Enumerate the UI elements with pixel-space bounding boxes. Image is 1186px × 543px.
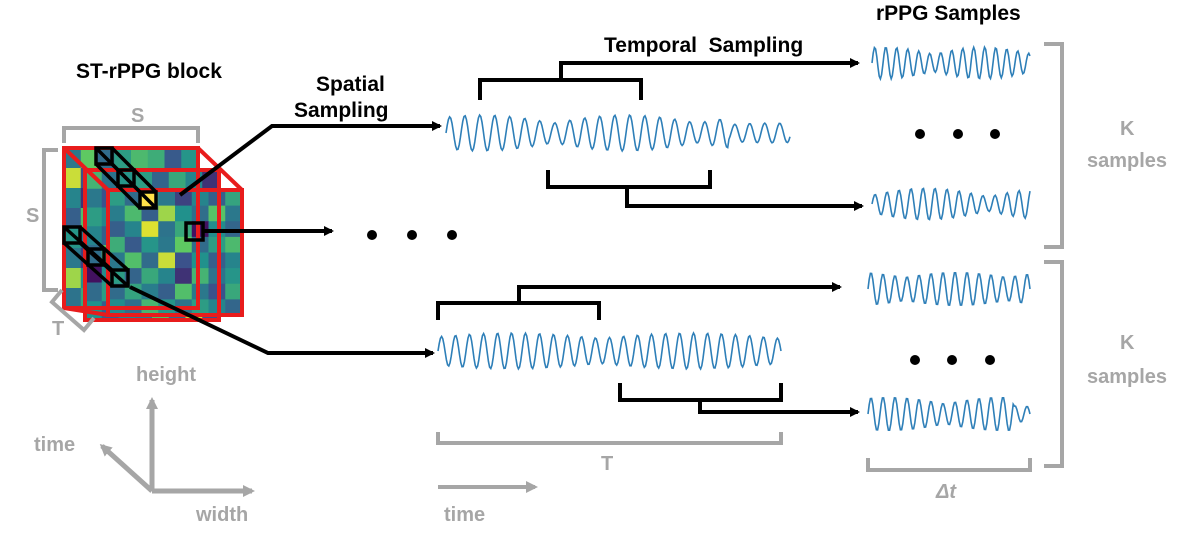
delta-t-bracket (866, 458, 1032, 472)
cube-cell (64, 268, 82, 289)
ellipsis-dots-middle (367, 230, 457, 240)
signal-length-label: T (601, 453, 613, 475)
cube-cell (191, 268, 209, 285)
cube-cell (175, 252, 193, 269)
cube-cell (108, 221, 126, 238)
cube-cell (64, 208, 82, 229)
cube-cell (85, 207, 103, 227)
ellipsis-dots-top-samples (915, 129, 1000, 139)
axis-time-label: time (34, 434, 75, 456)
cube-cell (64, 188, 82, 209)
cube-cell (158, 205, 176, 222)
cube-cell (191, 190, 209, 207)
rppg-signal-top (445, 113, 791, 153)
k-samples-brackets (1044, 42, 1064, 468)
cube-cell (124, 190, 142, 207)
cube-cell (64, 168, 82, 189)
cube-cell (158, 283, 176, 300)
spatial-sampling-label-2: Sampling (294, 99, 389, 122)
rppg-sample-3 (867, 272, 1031, 306)
rppg-sample-4 (867, 397, 1031, 431)
delta-t-label: Δt (935, 481, 957, 503)
cube-cell (168, 170, 186, 190)
axis-width-label: width (195, 504, 248, 526)
time-arrow-label: time (444, 504, 485, 526)
cube-cell (108, 190, 126, 207)
cube-cell (147, 148, 165, 169)
cube-cell (158, 268, 176, 285)
cube-cell (181, 148, 199, 169)
temporal-sampling-brackets-bottom (436, 282, 860, 417)
cube-cell (158, 190, 176, 207)
cube-cell (175, 283, 193, 300)
cube-cell (225, 283, 243, 300)
cube-cell (108, 236, 126, 253)
cube-cell (191, 283, 209, 300)
signal-length-bracket (436, 432, 783, 445)
block-title: ST-rPPG block (76, 60, 222, 83)
cube-cell (175, 205, 193, 222)
axis-height-label: height (136, 364, 196, 386)
samples-label-bottom: samples (1087, 366, 1167, 388)
temporal-sampling-brackets-top (478, 58, 864, 211)
cube-width-label: S (131, 105, 144, 127)
cube-cell (141, 268, 159, 285)
cube-cell (225, 205, 243, 222)
axis-gizmo (99, 397, 255, 497)
cube-cell (225, 252, 243, 269)
temporal-sampling-label: Temporal Sampling (604, 34, 803, 57)
cube-cell (141, 221, 159, 238)
spatial-sampling-label-1: Spatial (316, 73, 385, 96)
cube-cell (108, 205, 126, 222)
cube-cell (191, 205, 209, 222)
st-rppg-cube (62, 146, 244, 322)
k-label-top: K (1120, 118, 1135, 140)
cube-cell (85, 226, 103, 246)
cube-height-label: S (26, 205, 39, 227)
rppg-samples-title: rPPG Samples (876, 2, 1021, 25)
cube-cell (152, 170, 170, 190)
rppg-sample-1 (871, 44, 1031, 82)
sampling-tube-bottom (62, 225, 130, 288)
cube-cell (158, 221, 176, 238)
cube-cell (108, 283, 126, 300)
cube-cell (80, 148, 98, 169)
cube-cell (131, 148, 149, 169)
cube-cell (191, 252, 209, 269)
cube-cell (85, 263, 103, 283)
sampling-tube-top (94, 146, 158, 210)
ellipsis-dots-bottom-samples (910, 355, 995, 365)
cube-cell (158, 236, 176, 253)
rppg-sample-2 (871, 187, 1031, 221)
cube-front-face (108, 190, 243, 316)
cube-cell (158, 252, 176, 269)
cube-cell (225, 299, 243, 316)
cube-depth-label: T (52, 318, 64, 340)
rppg-signal-bottom (437, 331, 782, 371)
cube-dimension-brackets (42, 126, 200, 333)
cube-cell (225, 190, 243, 207)
cube-cell (225, 268, 243, 285)
cube-cell (141, 236, 159, 253)
cube-cell (141, 252, 159, 269)
samples-label-top: samples (1087, 150, 1167, 172)
cube-cell (124, 252, 142, 269)
cube-cell (225, 236, 243, 253)
cube-cell (124, 221, 142, 238)
cube-cell (85, 188, 103, 208)
cube-cell (175, 268, 193, 285)
cube-cell (124, 205, 142, 222)
spatial-sampling-arrows (129, 121, 442, 358)
cube-cell (124, 236, 142, 253)
cube-cell (175, 221, 193, 238)
cube-cell (124, 283, 142, 300)
cube-cell (64, 288, 82, 309)
cube-cell (85, 282, 103, 302)
k-label-bottom: K (1120, 332, 1135, 354)
cube-cell (164, 148, 182, 169)
